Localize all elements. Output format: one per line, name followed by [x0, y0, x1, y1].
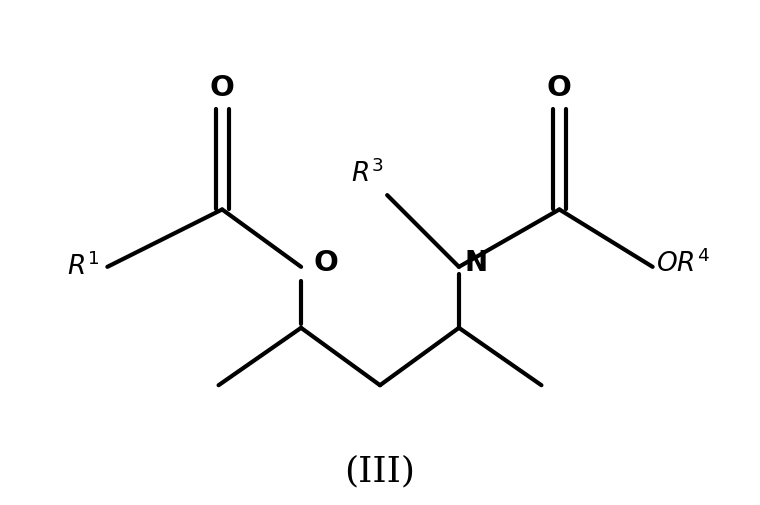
Text: O: O — [547, 74, 572, 102]
Text: O: O — [314, 249, 339, 277]
Text: N: N — [464, 249, 488, 277]
Text: $R^3$: $R^3$ — [351, 160, 384, 188]
Text: O: O — [210, 74, 235, 102]
Text: (III): (III) — [344, 454, 416, 488]
Text: $OR^4$: $OR^4$ — [656, 249, 710, 278]
Text: $R^1$: $R^1$ — [67, 252, 99, 281]
